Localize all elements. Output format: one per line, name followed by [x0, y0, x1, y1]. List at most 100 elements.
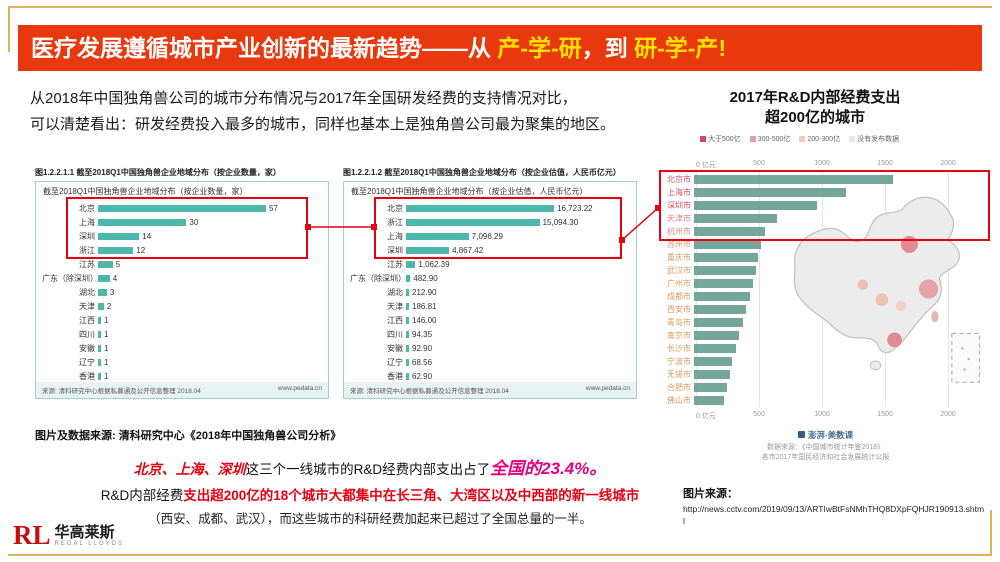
- rd-chart-title-line1: 2017年R&D内部经费支出: [729, 89, 901, 106]
- value-label: 15,094.30: [542, 217, 579, 227]
- bar-row: 辽宁 68.56: [350, 355, 630, 369]
- gold-frame-bottom-right: [990, 510, 992, 556]
- intro-line-1: 从2018年中国独角兽公司的城市分布情况与2017年全国研发经费的支持情况对比，: [30, 90, 577, 107]
- image-source-url[interactable]: http://news.cctv.com/2019/09/13/ARTIwBtF…: [683, 504, 985, 526]
- bar-row: 长沙市: [658, 342, 993, 355]
- title-text-middle: ，到: [581, 35, 635, 61]
- logo-initials: RL: [13, 520, 51, 550]
- logo-company-sub: REGAL LLOYDS: [54, 541, 124, 547]
- conclusion-text: 北京、上海、深圳这三个一线城市的R&D经费内部支出占了全国的23.4%。 R&D…: [60, 454, 680, 527]
- bar-row: 浙江 15,094.30: [350, 215, 630, 229]
- bar-row: 辽宁 1: [42, 355, 322, 369]
- value-label: 3: [109, 287, 115, 297]
- title-highlight-1: 产-学-研: [497, 35, 582, 61]
- bar: [98, 232, 140, 240]
- bar: [694, 253, 759, 262]
- bar-row: 广东（除深圳） 4: [42, 271, 322, 285]
- category-label: 江苏: [79, 259, 95, 269]
- value-label: 5: [115, 259, 121, 269]
- pengpai-logo-icon: [797, 431, 805, 438]
- gold-frame-top-left: [8, 6, 10, 52]
- image-source-block: 图片来源： http://news.cctv.com/2019/09/13/AR…: [683, 485, 985, 527]
- category-label: 浙江: [79, 245, 95, 255]
- conclusion-line-2: R&D内部经费支出超200亿的18个城市大都集中在长三角、大湾区以及中西部的新一…: [60, 484, 680, 504]
- city-label: 重庆市: [667, 253, 691, 262]
- company-logo: RL 华高莱斯 REGAL LLOYDS: [13, 522, 124, 549]
- category-label: 深圳: [387, 245, 403, 255]
- category-label: 广东（除深圳）: [42, 273, 98, 283]
- category-label: 辽宁: [387, 357, 403, 367]
- bar-row: 成都市: [658, 290, 993, 303]
- legend-label: 200-300亿: [807, 136, 841, 143]
- value-label: 1: [104, 371, 109, 381]
- rd-chart-title: 2017年R&D内部经费支出 超200亿的城市: [660, 88, 970, 128]
- legend-swatch: [700, 136, 706, 142]
- category-label: 深圳: [79, 231, 95, 241]
- bar-row: 深圳市: [658, 199, 993, 212]
- chart-title: 图1.2.2.1.1 截至2018Q1中国独角兽企业地域分布（按企业数量，家）: [35, 168, 281, 177]
- value-label: 14: [142, 231, 152, 241]
- bar-row: 江苏 1,062.39: [350, 257, 630, 271]
- axis-tick: 1000: [814, 160, 830, 167]
- category-label: 江西: [387, 315, 403, 325]
- city-label: 苏州市: [667, 240, 691, 249]
- legend-item: 没有发布数据: [849, 134, 899, 144]
- rd-source-line1: 数据来源：《中国城市统计年鉴2018》: [766, 444, 885, 451]
- axis-tick: 0 亿元: [696, 413, 716, 420]
- bar-row: 北京 16,723.22: [350, 201, 630, 215]
- city-label: 北京市: [667, 175, 691, 184]
- slide-title-banner: 医疗发展遵循城市产业创新的最新趋势——从 产-学-研，到 研-学-产!: [18, 25, 982, 71]
- chart-subtitle: 截至2018Q1中国独角兽企业地域分布（按企业估值，人民币亿元）: [351, 187, 588, 196]
- china-map: [793, 196, 980, 383]
- bar: [694, 305, 747, 314]
- value-label: 16,723.22: [557, 203, 593, 213]
- city-label: 天津市: [667, 214, 691, 223]
- national-percent-highlight: 全国的23.4%。: [490, 459, 607, 478]
- map-highlight-pearl-delta: [887, 332, 903, 348]
- map-highlight-yangtze-delta: [918, 279, 939, 299]
- legend-swatch: [849, 136, 856, 142]
- category-label: 江苏: [387, 259, 403, 269]
- city-label: 合肥市: [667, 383, 691, 392]
- chart-legend: 大于500亿 300-500亿 200-300亿 没有发布数据: [700, 134, 975, 144]
- bar-row: 佛山市: [658, 394, 993, 407]
- bar: [406, 288, 409, 296]
- axis-tick: 1500: [877, 411, 893, 418]
- bar-row: 武汉市: [658, 264, 993, 277]
- bar: [406, 232, 469, 240]
- value-label: 1: [104, 357, 109, 367]
- city-label: 上海市: [667, 188, 691, 197]
- bar: [406, 358, 409, 366]
- axis-tick: 2000: [940, 411, 956, 418]
- bar: [694, 175, 894, 184]
- bar-rows: 北京 16,723.22 浙江 15,094.30 上海 7,096.29 深圳 4,867.…: [350, 201, 630, 383]
- bar-row: 广州市: [658, 277, 993, 290]
- bar: [98, 218, 187, 226]
- bar: [694, 344, 736, 353]
- bar-row: 江苏 5: [42, 257, 322, 271]
- bar-row: 无锡市: [658, 368, 993, 381]
- conclusion-line-3: （西安、成都、武汉），而这些城市的科研经费加起来已超过了全国总量的一半。: [148, 512, 592, 526]
- bar: [406, 218, 540, 226]
- bar: [694, 357, 733, 366]
- value-label: 1: [104, 329, 109, 339]
- bar: [694, 370, 730, 379]
- value-label: 186.81: [412, 301, 437, 311]
- legend-swatch: [749, 136, 756, 142]
- source-site: www.pedata.cn: [585, 385, 630, 392]
- bar: [406, 372, 409, 380]
- gold-frame-top: [8, 6, 992, 8]
- bar-row: 天津 186.81: [350, 299, 630, 313]
- value-label: 4,867.42: [452, 245, 484, 255]
- bar-row: 湖北 3: [42, 285, 322, 299]
- bar-row: 上海市: [658, 186, 993, 199]
- bar-row: 重庆市: [658, 251, 993, 264]
- city-label: 杭州市: [667, 227, 691, 236]
- chart-subtitle: 截至2018Q1中国独角兽企业地域分布（按企业数量，家）: [43, 187, 248, 196]
- axis-tick: 1000: [814, 411, 830, 418]
- bar: [694, 240, 762, 249]
- bar: [98, 274, 110, 282]
- plot-area: 北京市 上海市 深圳市 天津市 杭州市 苏州市 重庆市 武汉市 广州市 成都市 西安市 青岛市 南京市长…: [658, 170, 993, 407]
- value-label: 57: [269, 203, 278, 213]
- title-highlight-2: 研-学-产: [634, 35, 719, 61]
